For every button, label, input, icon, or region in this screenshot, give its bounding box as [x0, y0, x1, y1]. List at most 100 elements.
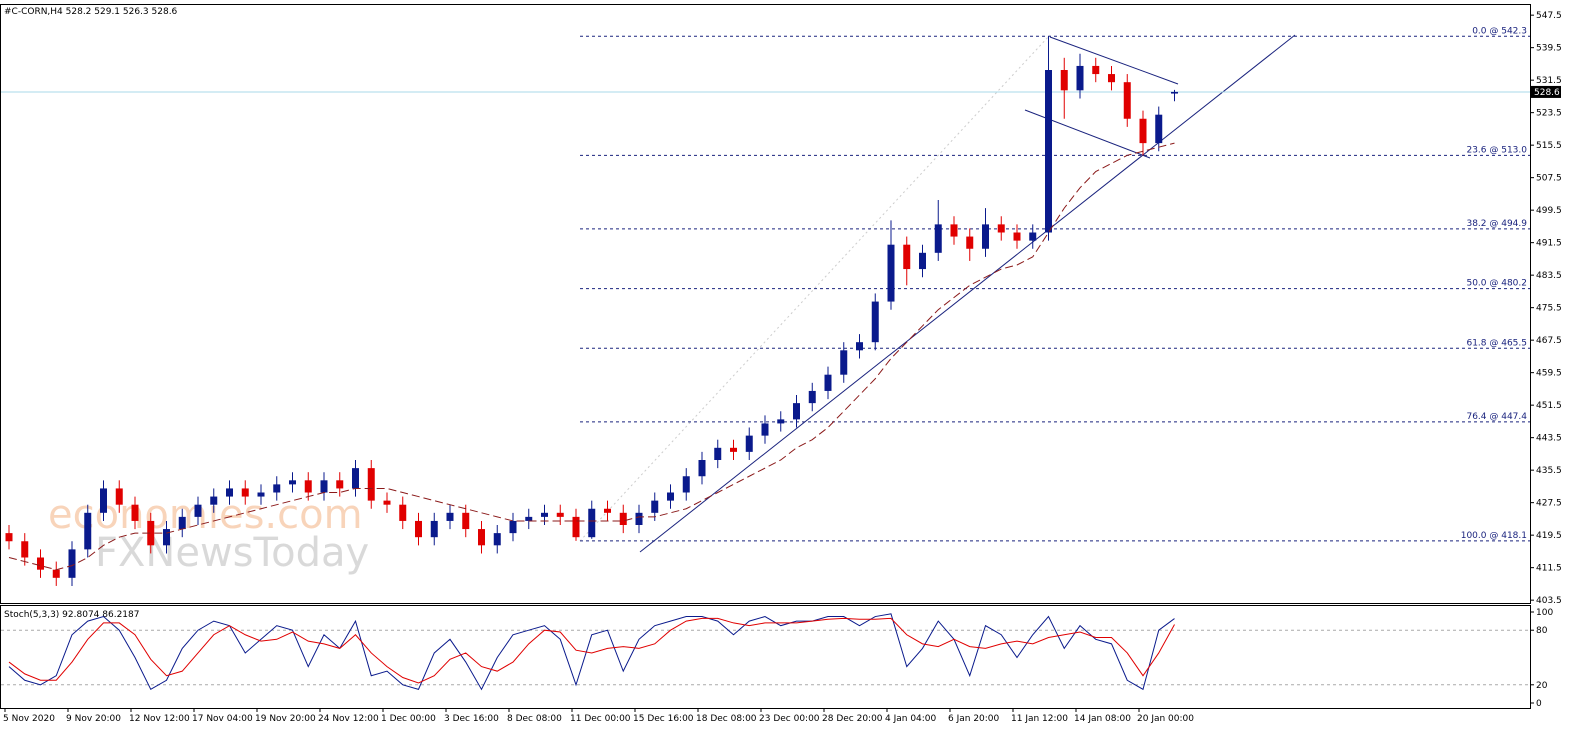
y-tick-label: 523.5 — [1536, 109, 1562, 119]
x-tick-label: 18 Dec 08:00 — [696, 714, 757, 724]
candle-body — [1045, 70, 1052, 233]
trend-line — [639, 34, 1296, 553]
x-tick-label: 14 Jan 08:00 — [1074, 714, 1131, 724]
candle-body — [871, 301, 879, 343]
candle-body — [1108, 74, 1115, 83]
candle-body — [604, 508, 611, 513]
y-tick-label: 80 — [1536, 626, 1548, 636]
candle-body — [367, 468, 375, 501]
candle-body — [1013, 232, 1021, 241]
stoch-title: Stoch(5,3,3) 92.8074 86.2187 — [4, 610, 139, 620]
candle-body — [840, 350, 848, 375]
candle-body — [651, 500, 659, 513]
x-tick-label: 8 Dec 08:00 — [507, 714, 562, 724]
y-tick-label: 427.5 — [1536, 499, 1562, 509]
candle-body — [588, 508, 596, 538]
x-tick-label: 4 Jan 04:00 — [885, 714, 937, 724]
y-tick-label: 419.5 — [1536, 531, 1562, 541]
candle-body — [698, 460, 706, 477]
channel-upper — [1049, 36, 1179, 85]
candle-body — [934, 224, 942, 253]
x-tick-label: 6 Jan 20:00 — [948, 714, 1000, 724]
y-tick-label: 515.5 — [1536, 141, 1562, 151]
candle-body — [682, 476, 690, 493]
x-tick-label: 23 Dec 00:00 — [759, 714, 820, 724]
x-tick-label: 11 Dec 00:00 — [570, 714, 631, 724]
candle-body — [289, 480, 296, 485]
fib-label: 76.4 @ 447.4 — [1466, 412, 1527, 422]
chart-title: #C-CORN,H4 528.2 529.1 526.3 528.6 — [4, 7, 178, 17]
candle-body — [887, 244, 895, 302]
candle-body — [556, 512, 564, 517]
candle-body — [68, 549, 76, 578]
y-tick-label: 483.5 — [1536, 271, 1562, 281]
y-tick-label: 531.5 — [1536, 76, 1562, 86]
candle-body — [21, 541, 29, 558]
candle-body — [572, 516, 580, 538]
y-tick-label: 491.5 — [1536, 239, 1562, 249]
candle-body — [100, 488, 107, 513]
candle-body — [966, 236, 974, 249]
candle-body — [1092, 65, 1100, 75]
candle-body — [430, 520, 438, 538]
x-tick-label: 24 Nov 12:00 — [318, 714, 379, 724]
x-tick-label: 15 Dec 16:00 — [633, 714, 694, 724]
main-panel — [0, 4, 1531, 604]
candle-body — [856, 342, 863, 351]
candle-body — [714, 447, 722, 460]
candle-body — [635, 512, 643, 525]
x-tick-label: 28 Dec 20:00 — [822, 714, 883, 724]
x-tick-label: 12 Nov 12:00 — [129, 714, 190, 724]
x-tick-label: 1 Dec 00:00 — [381, 714, 436, 724]
y-tick-label: 539.5 — [1536, 44, 1562, 54]
candle-body — [84, 512, 92, 550]
candle-body — [115, 488, 123, 505]
candle-body — [793, 403, 800, 420]
y-tick-label: 547.5 — [1536, 11, 1562, 21]
moving-average — [8, 142, 1175, 571]
y-tick-label: 467.5 — [1536, 336, 1562, 346]
candle-body — [903, 244, 911, 270]
candle-body — [619, 512, 627, 525]
y-tick-label: 20 — [1536, 681, 1548, 691]
x-tick-label: 20 Jan 00:00 — [1137, 714, 1194, 724]
fib-label: 23.6 @ 513.0 — [1466, 145, 1527, 155]
candle-body — [352, 468, 359, 489]
x-tick-label: 11 Jan 12:00 — [1011, 714, 1068, 724]
y-tick-label: 0 — [1536, 699, 1542, 709]
stoch-line — [8, 617, 1175, 684]
candle-body — [462, 512, 470, 530]
candle-body — [37, 557, 44, 570]
candle-body — [667, 492, 674, 501]
candle-body — [336, 480, 344, 489]
y-tick-label: 100 — [1536, 608, 1553, 618]
y-tick-label: 459.5 — [1536, 369, 1562, 379]
candle-body — [273, 484, 281, 493]
candle-body — [950, 224, 958, 237]
candle-body — [745, 435, 753, 452]
current-price-box — [1531, 85, 1561, 98]
candle-body — [1171, 91, 1178, 94]
candle-body — [1060, 70, 1068, 91]
candle-body — [210, 496, 218, 505]
x-tick-label: 5 Nov 2020 — [3, 714, 55, 724]
x-tick-label: 9 Nov 20:00 — [66, 714, 121, 724]
y-tick-label: 507.5 — [1536, 174, 1562, 184]
candle-body — [5, 533, 13, 542]
candle-body — [1076, 65, 1084, 91]
candle-body — [131, 504, 139, 521]
candle-body — [399, 504, 407, 521]
candle-body — [525, 516, 533, 521]
candle-body — [163, 529, 170, 546]
fib-label: 50.0 @ 480.2 — [1466, 279, 1527, 289]
candle-body — [1123, 82, 1131, 119]
y-tick-label: 475.5 — [1536, 304, 1562, 314]
candle-body — [147, 520, 155, 546]
y-tick-label: 443.5 — [1536, 434, 1562, 444]
candle-body — [241, 488, 249, 497]
watermark: FXNewsToday — [95, 530, 369, 576]
candle-body — [493, 533, 501, 546]
x-tick-label: 17 Nov 04:00 — [192, 714, 253, 724]
